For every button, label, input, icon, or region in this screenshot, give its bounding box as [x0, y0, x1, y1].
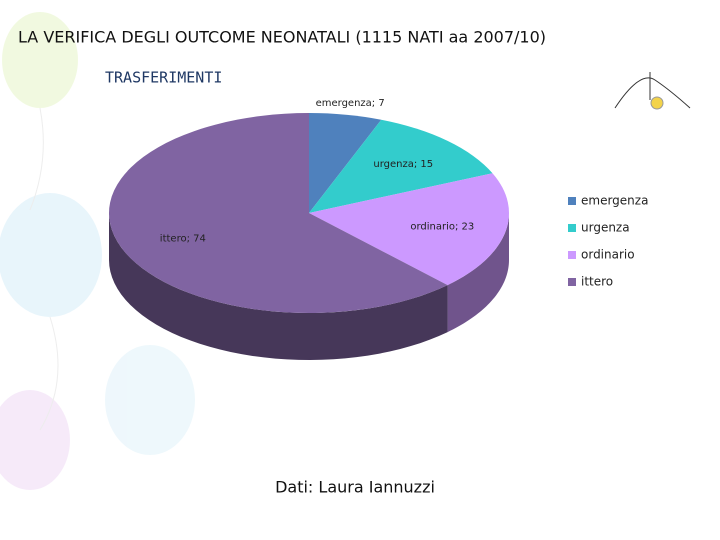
- slice: [309, 119, 493, 213]
- slice: [109, 113, 448, 313]
- legend-label: ordinario: [581, 248, 635, 262]
- data-label: ittero; 74: [160, 233, 206, 244]
- slice: [309, 113, 382, 213]
- subtitle: TRASFERIMENTI: [105, 69, 222, 87]
- legend-swatch: [568, 224, 576, 232]
- data-label: emergenza; 7: [316, 98, 385, 109]
- slice-side: [109, 213, 448, 360]
- legend-label: emergenza: [581, 194, 648, 208]
- source-note: Dati: Laura Iannuzzi: [275, 478, 435, 497]
- data-label: urgenza; 15: [373, 159, 433, 170]
- legend-label: urgenza: [581, 221, 630, 235]
- data-label: ordinario; 23: [410, 221, 474, 232]
- logo: [614, 72, 691, 110]
- background-balloons: [0, 12, 195, 490]
- slice-side: [447, 213, 509, 333]
- legend-swatch: [568, 251, 576, 259]
- slice: [309, 173, 509, 286]
- slide-title: LA VERIFICA DEGLI OUTCOME NEONATALI (111…: [18, 28, 546, 47]
- legend-label: ittero: [581, 275, 613, 289]
- legend-swatch: [568, 278, 576, 286]
- legend-swatch: [568, 197, 576, 205]
